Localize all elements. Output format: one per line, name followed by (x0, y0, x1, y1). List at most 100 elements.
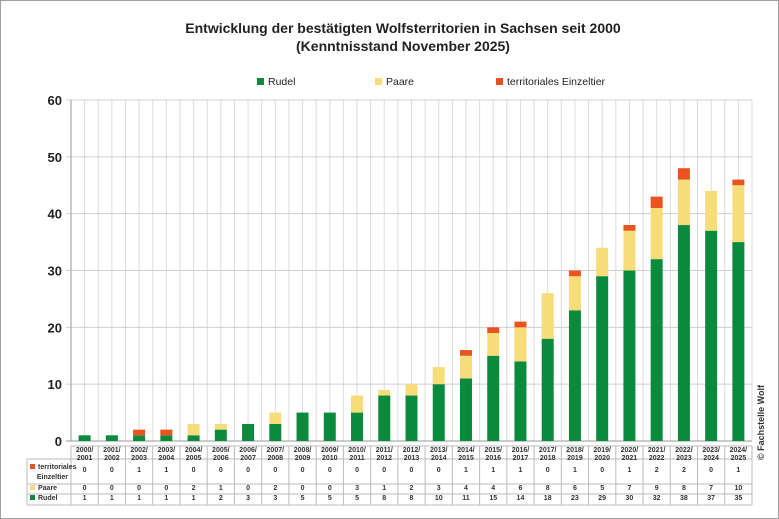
x-tick-label: 2008/ (294, 447, 312, 454)
x-tick-label: 2005/ (212, 447, 230, 454)
bar-rudel (705, 230, 718, 441)
x-tick-label: 2020/ (621, 447, 639, 454)
bar-paare (677, 179, 690, 226)
table-cell: 8 (410, 495, 414, 502)
bar-rudel (732, 242, 745, 441)
table-cell: 1 (164, 495, 168, 502)
x-tick-label: 2017/ (539, 447, 557, 454)
bar-paare (514, 327, 527, 362)
x-tick-label: 2019 (567, 455, 583, 462)
table-cell: 0 (382, 467, 386, 474)
table-cell: 8 (682, 485, 686, 492)
table-cell: 8 (546, 485, 550, 492)
table-legend-key (30, 485, 35, 490)
bar-rudel (78, 435, 91, 441)
y-tick-label: 60 (48, 93, 62, 108)
table-cell: 35 (734, 495, 742, 502)
y-tick-label: 10 (48, 377, 62, 392)
bar-paare (187, 423, 200, 436)
table-cell: 15 (489, 495, 497, 502)
table-cell: 1 (573, 467, 577, 474)
table-cell: 18 (544, 495, 552, 502)
x-tick-label: 2011 (349, 455, 364, 462)
x-tick-label: 2018/ (566, 447, 584, 454)
bar-paare (541, 293, 554, 339)
bar-rudel (623, 270, 636, 441)
table-cell: 1 (491, 467, 495, 474)
table-cell: 0 (600, 467, 604, 474)
bar-rudel (323, 412, 336, 441)
table-cell: 0 (246, 485, 250, 492)
bar-territoriales-einzeltier (514, 321, 527, 328)
x-tick-label: 2022/ (675, 447, 693, 454)
bar-rudel (242, 423, 255, 441)
legend-label: territoriales Einzeltier (507, 76, 606, 88)
table-cell: 0 (164, 485, 168, 492)
x-tick-label: 2008 (268, 455, 284, 462)
x-tick-label: 2004 (159, 455, 175, 462)
x-tick-label: 2006 (213, 455, 229, 462)
bar-territoriales-einzeltier (160, 429, 173, 436)
bar-rudel (677, 225, 690, 441)
x-tick-label: 2001/ (103, 447, 121, 454)
y-tick-label: 20 (48, 320, 62, 335)
legend-swatch (496, 78, 503, 85)
table-cell: 2 (410, 485, 414, 492)
table-cell: 1 (192, 495, 196, 502)
table-cell: 10 (435, 495, 443, 502)
table-cell: 0 (219, 467, 223, 474)
bar-rudel (105, 435, 118, 441)
x-tick-label: 2012 (376, 455, 392, 462)
bar-territoriales-einzeltier (459, 350, 472, 356)
watermark: © Fachstelle Wolf (756, 384, 766, 460)
bar-territoriales-einzeltier (677, 168, 690, 180)
table-row-label: territoriales (38, 464, 77, 471)
table-cell: 0 (110, 485, 114, 492)
table-cell: 6 (519, 485, 523, 492)
bar-paare (378, 389, 391, 396)
x-tick-label: 2004/ (185, 447, 203, 454)
table-cell: 0 (328, 485, 332, 492)
bar-rudel (650, 259, 663, 441)
bar-rudel (514, 361, 527, 441)
chart-title: Entwicklung der bestätigten Wolfsterrito… (185, 20, 621, 36)
bar-rudel (596, 276, 609, 441)
table-cell: 0 (83, 485, 87, 492)
table-cell: 23 (571, 495, 579, 502)
bar-paare (432, 367, 445, 385)
x-tick-label: 2013/ (430, 447, 448, 454)
x-tick-label: 2006/ (239, 447, 257, 454)
x-tick-label: 2015 (458, 455, 474, 462)
table-cell: 7 (627, 485, 631, 492)
bar-paare (459, 355, 472, 379)
bar-rudel (187, 435, 200, 441)
bar-territoriales-einzeltier (732, 179, 745, 186)
table-cell: 14 (517, 495, 525, 502)
x-tick-label: 2009 (295, 455, 311, 462)
table-legend-key (30, 495, 35, 500)
table-cell: 37 (707, 495, 715, 502)
x-tick-label: 2021 (622, 455, 638, 462)
table-cell: 3 (273, 495, 277, 502)
x-tick-label: 2005 (186, 455, 202, 462)
table-cell: 0 (273, 467, 277, 474)
table-cell: 32 (653, 495, 661, 502)
table-cell: 0 (709, 467, 713, 474)
table-cell: 1 (219, 485, 223, 492)
bar-paare (405, 384, 418, 396)
table-cell: 3 (355, 485, 359, 492)
table-cell: 3 (437, 485, 441, 492)
table-cell: 1 (164, 467, 168, 474)
table-cell: 4 (464, 485, 468, 492)
legend-swatch (257, 78, 264, 85)
x-tick-label: 2020 (594, 455, 610, 462)
bar-paare (487, 333, 500, 356)
x-tick-label: 2016/ (512, 447, 530, 454)
bar-rudel (378, 395, 391, 441)
x-tick-label: 2003/ (158, 447, 176, 454)
x-tick-label: 2010/ (348, 447, 366, 454)
table-cell: 0 (192, 467, 196, 474)
table-cell: 5 (600, 485, 604, 492)
x-tick-label: 2015/ (484, 447, 502, 454)
bar-rudel (487, 355, 500, 441)
